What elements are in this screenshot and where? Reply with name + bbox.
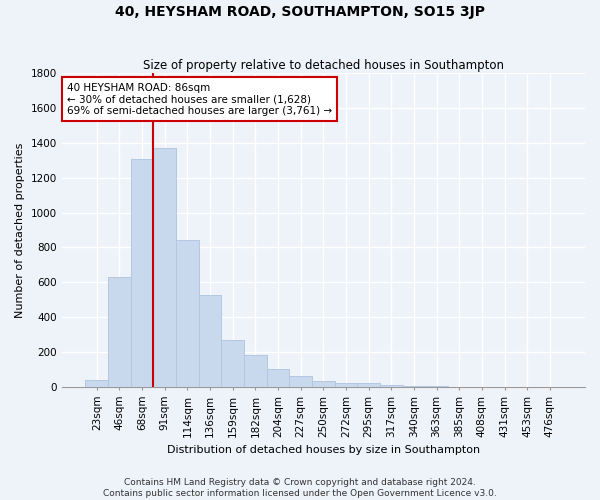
Bar — [380, 385, 403, 387]
Text: 40 HEYSHAM ROAD: 86sqm
← 30% of detached houses are smaller (1,628)
69% of semi-: 40 HEYSHAM ROAD: 86sqm ← 30% of detached… — [67, 82, 332, 116]
Bar — [335, 382, 358, 387]
Bar — [403, 386, 425, 387]
Bar — [380, 385, 403, 387]
Bar — [425, 386, 448, 387]
Bar — [199, 294, 221, 387]
Bar — [358, 384, 380, 387]
Bar — [176, 240, 199, 387]
Bar — [131, 158, 154, 387]
Y-axis label: Number of detached properties: Number of detached properties — [15, 142, 25, 318]
Bar — [289, 376, 312, 387]
X-axis label: Distribution of detached houses by size in Southampton: Distribution of detached houses by size … — [167, 445, 480, 455]
Bar — [244, 354, 266, 387]
Text: 40, HEYSHAM ROAD, SOUTHAMPTON, SO15 3JP: 40, HEYSHAM ROAD, SOUTHAMPTON, SO15 3JP — [115, 5, 485, 19]
Bar — [335, 382, 358, 387]
Bar — [154, 148, 176, 387]
Bar — [221, 340, 244, 387]
Bar — [312, 381, 335, 387]
Bar — [266, 370, 289, 387]
Bar — [85, 380, 108, 387]
Bar — [312, 381, 335, 387]
Bar — [176, 240, 199, 387]
Bar — [403, 386, 425, 387]
Bar — [289, 376, 312, 387]
Bar — [221, 340, 244, 387]
Title: Size of property relative to detached houses in Southampton: Size of property relative to detached ho… — [143, 59, 504, 72]
Bar — [425, 386, 448, 387]
Bar — [358, 384, 380, 387]
Bar — [108, 277, 131, 387]
Text: Contains HM Land Registry data © Crown copyright and database right 2024.
Contai: Contains HM Land Registry data © Crown c… — [103, 478, 497, 498]
Bar — [85, 380, 108, 387]
Bar — [131, 158, 154, 387]
Bar — [199, 294, 221, 387]
Bar — [154, 148, 176, 387]
Bar — [244, 354, 266, 387]
Bar — [266, 370, 289, 387]
Bar — [108, 277, 131, 387]
